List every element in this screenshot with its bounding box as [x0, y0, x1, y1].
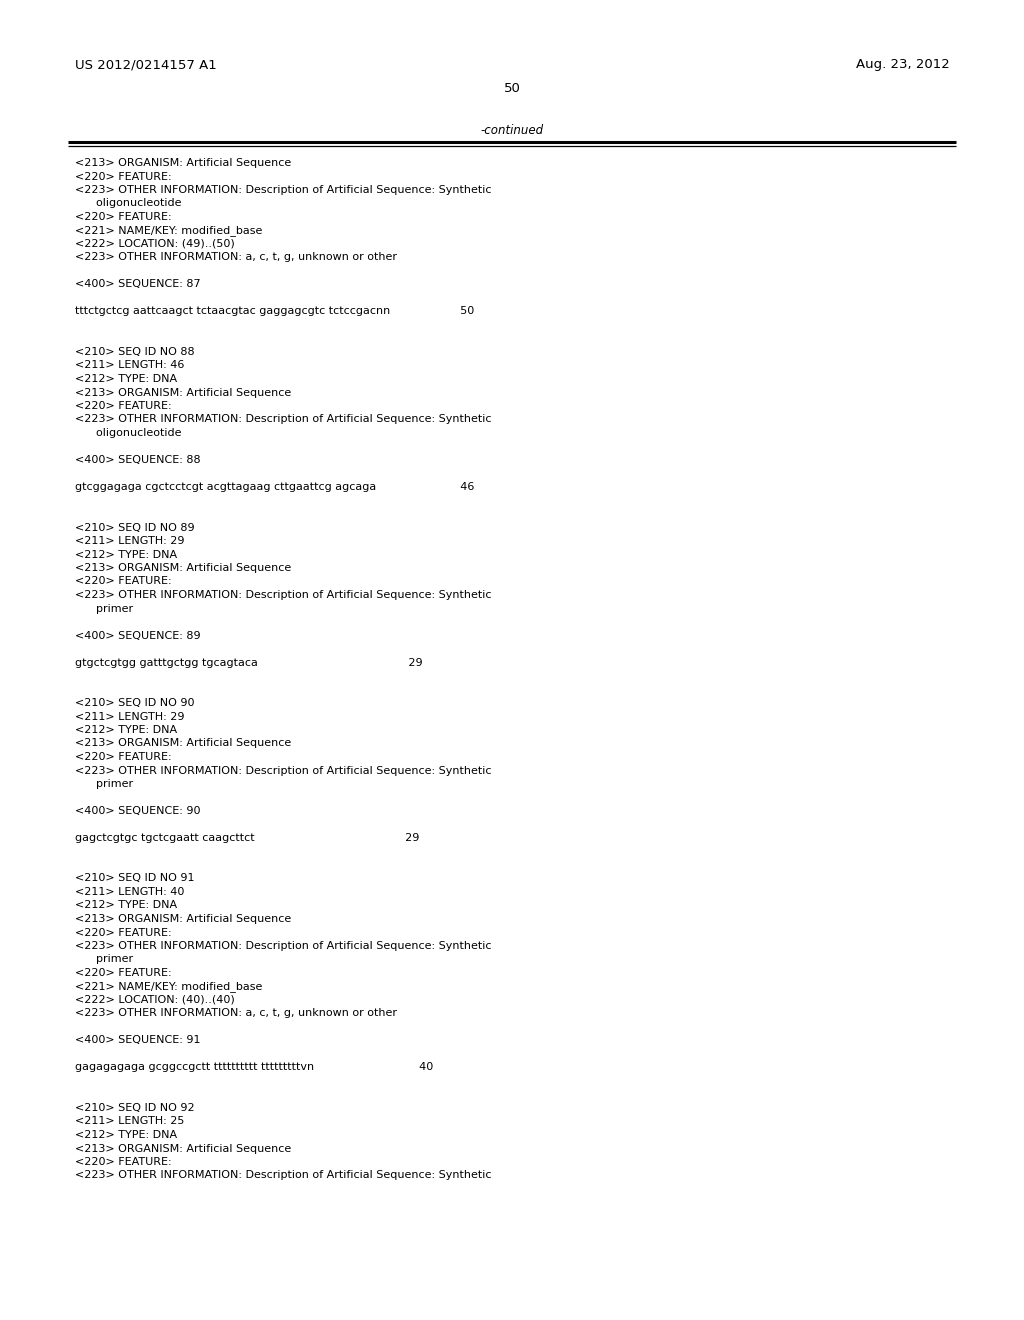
- Text: <210> SEQ ID NO 89: <210> SEQ ID NO 89: [75, 523, 195, 532]
- Text: <212> TYPE: DNA: <212> TYPE: DNA: [75, 1130, 177, 1140]
- Text: <212> TYPE: DNA: <212> TYPE: DNA: [75, 549, 177, 560]
- Text: <222> LOCATION: (49)..(50): <222> LOCATION: (49)..(50): [75, 239, 234, 249]
- Text: <212> TYPE: DNA: <212> TYPE: DNA: [75, 374, 177, 384]
- Text: <222> LOCATION: (40)..(40): <222> LOCATION: (40)..(40): [75, 995, 234, 1005]
- Text: <223> OTHER INFORMATION: Description of Artificial Sequence: Synthetic: <223> OTHER INFORMATION: Description of …: [75, 1171, 492, 1180]
- Text: <211> LENGTH: 29: <211> LENGTH: 29: [75, 711, 184, 722]
- Text: oligonucleotide: oligonucleotide: [75, 198, 181, 209]
- Text: 50: 50: [504, 82, 520, 95]
- Text: gagctcgtgc tgctcgaatt caagcttct                                           29: gagctcgtgc tgctcgaatt caagcttct 29: [75, 833, 420, 843]
- Text: <220> FEATURE:: <220> FEATURE:: [75, 577, 172, 586]
- Text: Aug. 23, 2012: Aug. 23, 2012: [856, 58, 950, 71]
- Text: <220> FEATURE:: <220> FEATURE:: [75, 968, 172, 978]
- Text: <223> OTHER INFORMATION: a, c, t, g, unknown or other: <223> OTHER INFORMATION: a, c, t, g, unk…: [75, 252, 397, 263]
- Text: <213> ORGANISM: Artificial Sequence: <213> ORGANISM: Artificial Sequence: [75, 913, 291, 924]
- Text: <213> ORGANISM: Artificial Sequence: <213> ORGANISM: Artificial Sequence: [75, 158, 291, 168]
- Text: primer: primer: [75, 954, 133, 965]
- Text: <213> ORGANISM: Artificial Sequence: <213> ORGANISM: Artificial Sequence: [75, 738, 291, 748]
- Text: <213> ORGANISM: Artificial Sequence: <213> ORGANISM: Artificial Sequence: [75, 564, 291, 573]
- Text: <220> FEATURE:: <220> FEATURE:: [75, 928, 172, 937]
- Text: <221> NAME/KEY: modified_base: <221> NAME/KEY: modified_base: [75, 982, 262, 993]
- Text: US 2012/0214157 A1: US 2012/0214157 A1: [75, 58, 217, 71]
- Text: oligonucleotide: oligonucleotide: [75, 428, 181, 438]
- Text: <220> FEATURE:: <220> FEATURE:: [75, 752, 172, 762]
- Text: <400> SEQUENCE: 91: <400> SEQUENCE: 91: [75, 1035, 201, 1045]
- Text: <400> SEQUENCE: 90: <400> SEQUENCE: 90: [75, 807, 201, 816]
- Text: <220> FEATURE:: <220> FEATURE:: [75, 213, 172, 222]
- Text: <213> ORGANISM: Artificial Sequence: <213> ORGANISM: Artificial Sequence: [75, 1143, 291, 1154]
- Text: <223> OTHER INFORMATION: Description of Artificial Sequence: Synthetic: <223> OTHER INFORMATION: Description of …: [75, 414, 492, 425]
- Text: <400> SEQUENCE: 89: <400> SEQUENCE: 89: [75, 631, 201, 640]
- Text: primer: primer: [75, 779, 133, 789]
- Text: <220> FEATURE:: <220> FEATURE:: [75, 1158, 172, 1167]
- Text: <210> SEQ ID NO 88: <210> SEQ ID NO 88: [75, 347, 195, 356]
- Text: gtcggagaga cgctcctcgt acgttagaag cttgaattcg agcaga                        46: gtcggagaga cgctcctcgt acgttagaag cttgaat…: [75, 482, 474, 492]
- Text: <210> SEQ ID NO 92: <210> SEQ ID NO 92: [75, 1104, 195, 1113]
- Text: tttctgctcg aattcaagct tctaacgtac gaggagcgtc tctccgacnn                    50: tttctgctcg aattcaagct tctaacgtac gaggagc…: [75, 306, 474, 317]
- Text: gtgctcgtgg gatttgctgg tgcagtaca                                           29: gtgctcgtgg gatttgctgg tgcagtaca 29: [75, 657, 423, 668]
- Text: <211> LENGTH: 29: <211> LENGTH: 29: [75, 536, 184, 546]
- Text: <220> FEATURE:: <220> FEATURE:: [75, 172, 172, 181]
- Text: primer: primer: [75, 603, 133, 614]
- Text: <400> SEQUENCE: 88: <400> SEQUENCE: 88: [75, 455, 201, 465]
- Text: <213> ORGANISM: Artificial Sequence: <213> ORGANISM: Artificial Sequence: [75, 388, 291, 397]
- Text: <223> OTHER INFORMATION: Description of Artificial Sequence: Synthetic: <223> OTHER INFORMATION: Description of …: [75, 185, 492, 195]
- Text: <210> SEQ ID NO 91: <210> SEQ ID NO 91: [75, 874, 195, 883]
- Text: <210> SEQ ID NO 90: <210> SEQ ID NO 90: [75, 698, 195, 708]
- Text: <221> NAME/KEY: modified_base: <221> NAME/KEY: modified_base: [75, 226, 262, 236]
- Text: <211> LENGTH: 46: <211> LENGTH: 46: [75, 360, 184, 371]
- Text: <223> OTHER INFORMATION: Description of Artificial Sequence: Synthetic: <223> OTHER INFORMATION: Description of …: [75, 766, 492, 776]
- Text: <212> TYPE: DNA: <212> TYPE: DNA: [75, 725, 177, 735]
- Text: <212> TYPE: DNA: <212> TYPE: DNA: [75, 900, 177, 911]
- Text: <211> LENGTH: 40: <211> LENGTH: 40: [75, 887, 184, 898]
- Text: <220> FEATURE:: <220> FEATURE:: [75, 401, 172, 411]
- Text: <223> OTHER INFORMATION: Description of Artificial Sequence: Synthetic: <223> OTHER INFORMATION: Description of …: [75, 941, 492, 950]
- Text: -continued: -continued: [480, 124, 544, 137]
- Text: <223> OTHER INFORMATION: a, c, t, g, unknown or other: <223> OTHER INFORMATION: a, c, t, g, unk…: [75, 1008, 397, 1019]
- Text: gagagagaga gcggccgctt tttttttttt tttttttttvn                              40: gagagagaga gcggccgctt tttttttttt ttttttt…: [75, 1063, 433, 1072]
- Text: <223> OTHER INFORMATION: Description of Artificial Sequence: Synthetic: <223> OTHER INFORMATION: Description of …: [75, 590, 492, 601]
- Text: <400> SEQUENCE: 87: <400> SEQUENCE: 87: [75, 280, 201, 289]
- Text: <211> LENGTH: 25: <211> LENGTH: 25: [75, 1117, 184, 1126]
